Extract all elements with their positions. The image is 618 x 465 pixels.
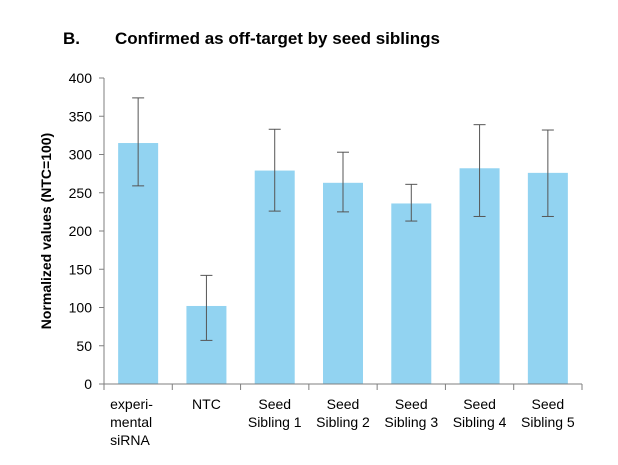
x-tick-label: Seed <box>532 396 565 412</box>
y-tick-label: 100 <box>69 300 93 316</box>
y-tick-label: 200 <box>69 223 93 239</box>
y-tick-label: 250 <box>69 185 93 201</box>
plot-area: 0 50 100 150 200 250 300 350 400 experi-mental siR… <box>69 70 583 448</box>
y-tick-label: 300 <box>69 147 93 163</box>
y-tick-label: 150 <box>69 261 93 277</box>
x-tick-label: Seed <box>258 396 291 412</box>
x-tick-label: Sibling 3 <box>384 414 438 430</box>
bar <box>323 182 363 384</box>
x-tick-label: Seed <box>327 396 360 412</box>
bar <box>391 203 432 384</box>
chart-title: Confirmed as off-target by seed siblings <box>115 29 440 48</box>
x-tick-label: Sibling 1 <box>248 414 302 430</box>
y-tick-label: 0 <box>84 376 92 392</box>
y-tick-label: 50 <box>76 338 92 354</box>
panel-label: B. <box>63 29 80 48</box>
x-tick-label: mental <box>110 414 152 430</box>
y-axis-label: Normalized values (NTC=100) <box>38 133 54 329</box>
x-tick-label: experi- <box>110 396 153 412</box>
x-tick-label: Sibling 5 <box>521 414 575 430</box>
x-tick-label: Sibling 4 <box>453 414 507 430</box>
y-tick-label: 350 <box>69 108 93 124</box>
y-tick-label: 400 <box>69 70 93 86</box>
x-tick-label: siRNA <box>110 432 150 448</box>
x-tick-label: Seed <box>463 396 496 412</box>
x-tick-label: Seed <box>395 396 428 412</box>
x-tick-label: Sibling 2 <box>316 414 370 430</box>
x-tick-label: NTC <box>192 396 221 412</box>
